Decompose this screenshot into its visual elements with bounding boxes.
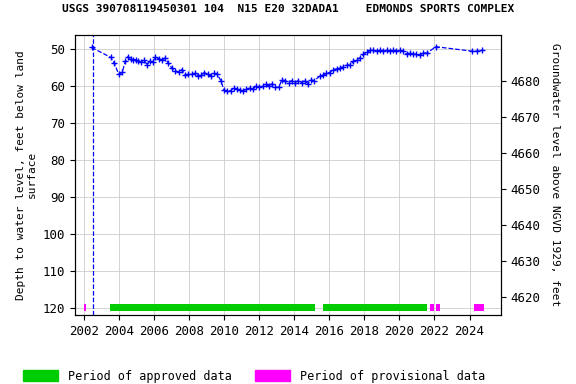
Text: USGS 390708119450301 104  N15 E20 32DADA1    EDMONDS SPORTS COMPLEX: USGS 390708119450301 104 N15 E20 32DADA1…: [62, 4, 514, 14]
Y-axis label: Groundwater level above NGVD 1929, feet: Groundwater level above NGVD 1929, feet: [550, 43, 560, 306]
Legend: Period of approved data, Period of provisional data: Period of approved data, Period of provi…: [18, 365, 490, 384]
Bar: [436, 304, 439, 311]
Bar: [323, 304, 427, 311]
Bar: [474, 304, 484, 311]
Bar: [110, 304, 315, 311]
Y-axis label: Depth to water level, feet below land
surface: Depth to water level, feet below land su…: [16, 50, 37, 300]
Bar: [430, 304, 434, 311]
Bar: [84, 304, 86, 311]
